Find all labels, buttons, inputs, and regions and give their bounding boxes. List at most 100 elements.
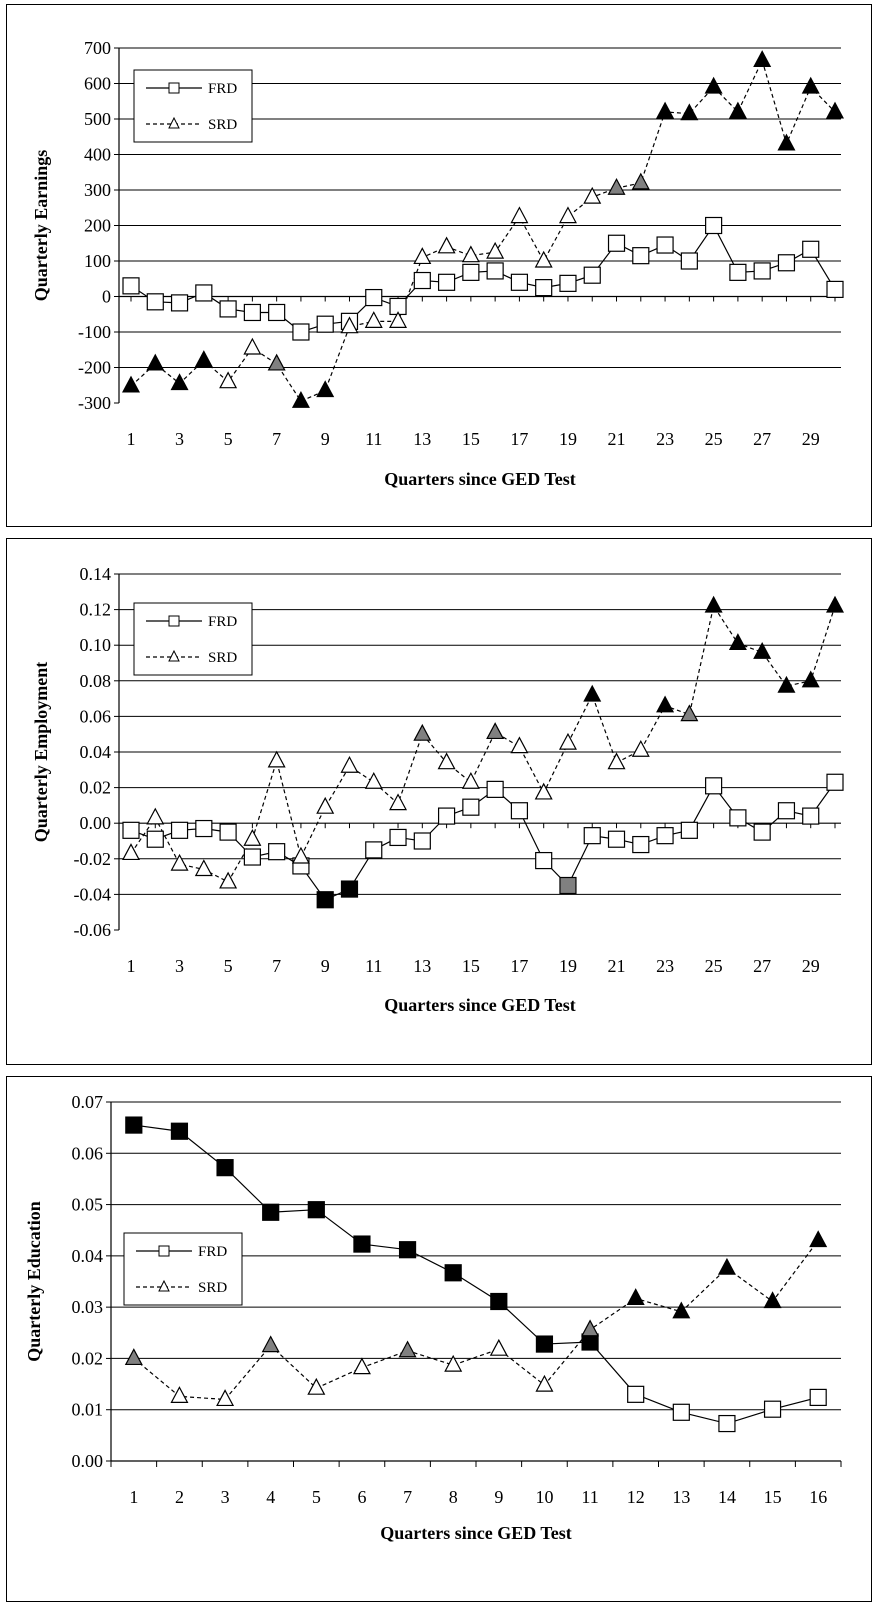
chart2-series-frd-point [268, 843, 286, 861]
chart2-series-frd-point [389, 828, 407, 847]
chart2-series-frd-point [486, 780, 504, 798]
chart1-series-frd-point [510, 273, 529, 291]
chart2-x-axis-title: Quarters since GED Test [384, 995, 576, 1015]
chart2-series-frd-point [437, 807, 456, 825]
chart1-series-frd-point [607, 234, 626, 252]
chart1-series-frd-point [365, 288, 383, 307]
chart1-y-tick-label: -300 [78, 393, 111, 413]
chart3-series-frd-point [170, 1122, 189, 1140]
chart1-series-frd-point [268, 303, 286, 322]
chart1-series-srd-point [389, 311, 408, 328]
chart3-series-srd-point [717, 1257, 736, 1275]
chart2-y-tick-label: -0.02 [74, 849, 112, 869]
chart1-series-srd-point [267, 353, 286, 371]
chart2-x-tick-label: 21 [608, 956, 626, 976]
chart2-x-tick-label: 11 [365, 956, 382, 976]
chart3-series-frd-point [490, 1292, 508, 1311]
chart3-series-srd-point [216, 1389, 235, 1407]
chart1-series-frd-point [753, 262, 771, 280]
chart2-series-srd-point [364, 771, 383, 789]
chart2-series-srd-point [291, 846, 310, 864]
chart3-series-srd-point [672, 1301, 691, 1319]
chart3-x-tick-label: 10 [535, 1487, 553, 1507]
chart1-series-frd-point [219, 300, 237, 318]
chart2-legend-box [133, 602, 253, 676]
chart1-series-srd-point [680, 103, 699, 121]
chart3-y-tick-label: 0.07 [72, 1092, 104, 1112]
chart3-series-frd-point [262, 1203, 280, 1221]
chart1-series-frd-point [680, 252, 698, 270]
chart1-y-tick-label: -200 [78, 358, 111, 378]
chart2-x-tick-label: 15 [462, 956, 480, 976]
chart2-series-srd-point [340, 755, 359, 773]
chart3-x-tick-label: 3 [221, 1487, 230, 1507]
chart2-series-frd-point [170, 821, 189, 839]
chart3-x-tick-label: 14 [718, 1487, 736, 1507]
chart2-series-frd-point [219, 823, 237, 841]
chart2-x-tick-label: 3 [175, 956, 184, 976]
chart3-series-frd-point [125, 1116, 143, 1134]
chart2-x-tick-label: 25 [705, 956, 723, 976]
chart2-series-frd-line [130, 781, 836, 901]
chart3-x-tick-label: 6 [357, 1487, 366, 1507]
chart2-y-tick-label: 0.04 [80, 742, 112, 762]
chart2-series-frd-point [705, 777, 723, 795]
chart1-series-srd-point [583, 186, 602, 204]
chart2-x-tick-label: 27 [753, 956, 771, 976]
chart1-series-frd-point [583, 266, 601, 284]
chart1-series-srd-point [753, 50, 772, 68]
chart1-x-tick-label: 7 [272, 429, 281, 449]
chart3-series-frd-point [307, 1201, 325, 1219]
chart2-x-tick-label: 17 [510, 956, 528, 976]
chart1-series-srd-point [558, 206, 577, 224]
chart3-series-frd-point [581, 1333, 599, 1351]
chart1-series-srd-point [704, 76, 723, 94]
chart2-series-frd-point [632, 835, 650, 854]
chart1-series-frd-point [826, 280, 844, 298]
chart3-x-tick-label: 9 [494, 1487, 503, 1507]
chart2-series-srd-point [680, 704, 699, 722]
chart2-x-tick-label: 23 [656, 956, 674, 976]
chart2-series-srd-point [704, 595, 723, 613]
chart2-y-axis-title: Quarterly Employment [31, 662, 51, 842]
chart1-x-axis-title: Quarters since GED Test [384, 469, 576, 489]
chart3-x-tick-label: 15 [764, 1487, 782, 1507]
chart2-series-srd-point [826, 595, 844, 613]
chart2-x-tick-label: 9 [321, 956, 330, 976]
chart3-series-srd-point [307, 1377, 326, 1395]
chart2-legend-frd-label: FRD [208, 614, 237, 630]
chart1-series-frd-point [195, 284, 213, 302]
chart1-series-frd-point [437, 273, 456, 291]
chart3-y-tick-label: 0.02 [72, 1348, 104, 1368]
chart1-series-frd-point [535, 279, 553, 297]
chart3-series-srd-point [809, 1230, 828, 1248]
chart2-y-tick-label: 0.08 [80, 671, 112, 691]
chart1-series-srd-point [777, 133, 796, 151]
chart2-series-frd-point [316, 891, 334, 909]
chart2-series-srd-point [194, 859, 213, 877]
chart1-series-srd-point [656, 101, 675, 119]
chart1-y-axis-title: Quarterly Earnings [31, 150, 51, 302]
chart2-series-srd-point [558, 732, 577, 750]
chart3-series-frd-point [216, 1159, 234, 1177]
chart2-series-srd-point [146, 807, 165, 825]
chart1-series-frd-point [170, 294, 189, 312]
chart1-x-tick-label: 27 [753, 429, 771, 449]
chart2-y-tick-label: -0.04 [74, 884, 112, 904]
chart1-series-frd-point [656, 236, 674, 254]
chart3-x-tick-label: 5 [312, 1487, 321, 1507]
chart3-y-tick-label: 0.04 [72, 1246, 104, 1266]
chart3-x-tick-label: 7 [403, 1487, 412, 1507]
chart3-x-tick-label: 13 [672, 1487, 690, 1507]
chart2-series-srd-point [437, 752, 456, 770]
chart1-series-frd-point [413, 271, 431, 290]
chart2-series-frd-point [122, 821, 140, 839]
chart1-series-srd-point [510, 206, 529, 224]
chart3-x-tick-label: 11 [581, 1487, 598, 1507]
chart1-series-srd-point [291, 390, 310, 408]
education-chart: 0.000.010.020.030.040.050.060.071 2 3 4 5 6 7 8… [24, 1092, 842, 1543]
chart3-series-frd-point [718, 1414, 736, 1433]
chart1-y-tick-label: 500 [84, 109, 111, 129]
chart3-x-tick-label: 4 [266, 1487, 275, 1507]
education-chart-panel: 0.00 0.01 0.02 0.03 0.04 0.05 0.06 0.07 1 2 3 4 5 6 7 8… [6, 1076, 872, 1602]
